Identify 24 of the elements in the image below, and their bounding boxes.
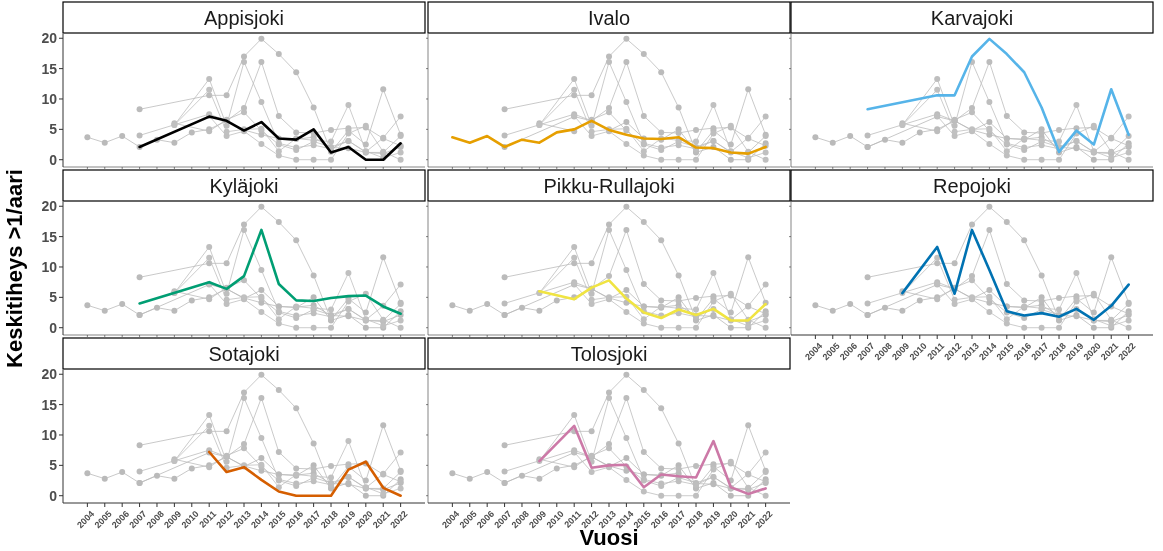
y-tick-label: 20 <box>41 30 58 47</box>
y-tick-label: 10 <box>41 258 58 275</box>
chart-title: Ivalo <box>587 6 631 29</box>
y-tick-label: 0 <box>49 319 58 336</box>
chart-title: Karvajoki <box>930 6 1014 29</box>
y-tick-label: 15 <box>41 396 58 413</box>
y-tick-label: 5 <box>49 289 58 306</box>
y-tick-label: 5 <box>49 121 58 138</box>
y-tick-label: 15 <box>41 60 58 77</box>
y-tick-label: 0 <box>49 487 58 504</box>
y-tick-label: 20 <box>41 366 58 383</box>
chart-title: Kyläjoki <box>209 174 279 197</box>
chart-title: Pikku-Rullajoki <box>543 174 675 197</box>
y-tick-label: 10 <box>41 426 58 443</box>
chart-title: Repojoki <box>933 174 1011 197</box>
chart-title: Appisjoki <box>203 6 285 29</box>
y-axis-title: Keskitiheys >1/aari <box>2 169 27 368</box>
y-tick-label: 20 <box>41 198 58 215</box>
y-tick-label: 5 <box>49 457 58 474</box>
y-tick-label: 15 <box>41 228 58 245</box>
chart-title: Sotajoki <box>208 342 280 365</box>
y-tick-label: 10 <box>41 90 58 107</box>
y-tick-label: 0 <box>49 151 58 168</box>
chart-title: Tolosjoki <box>570 342 648 365</box>
